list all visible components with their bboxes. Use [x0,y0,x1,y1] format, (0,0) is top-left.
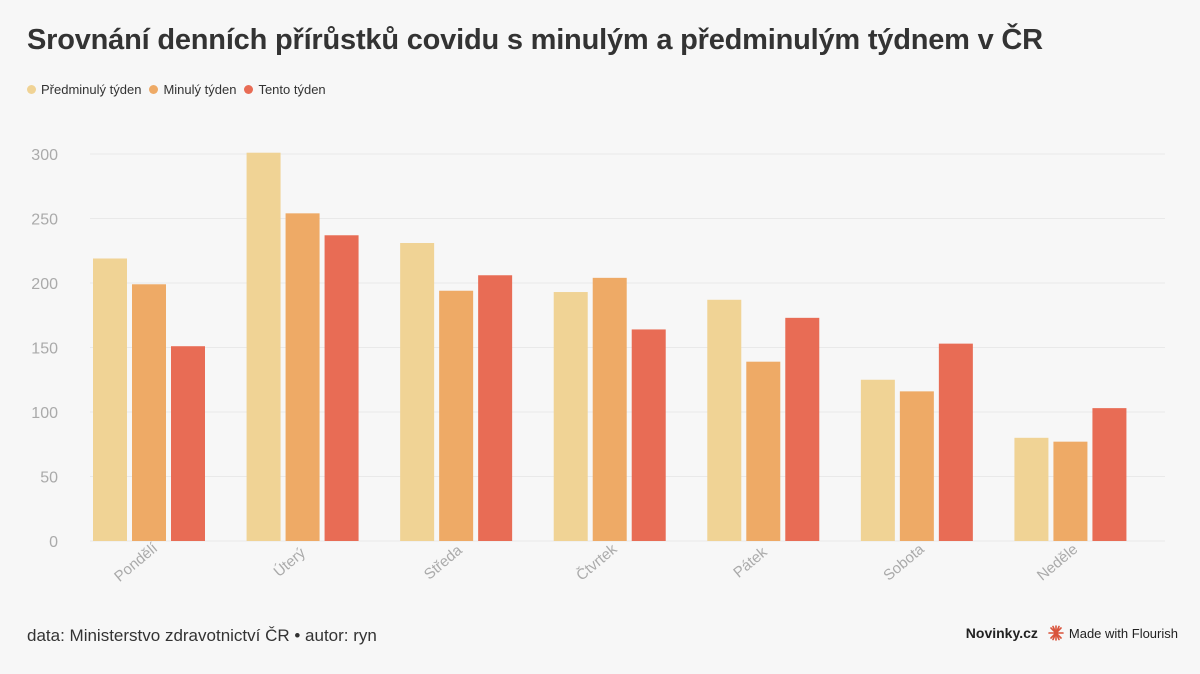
y-tick-label: 50 [40,470,58,487]
bar-Úterý-series-1[interactable] [285,213,320,541]
y-tick-label: 0 [49,534,58,551]
bar-Čtvrtek-series-2[interactable] [631,329,666,541]
bar-Úterý-series-0[interactable] [246,152,281,541]
x-tick-label: Pondělí [111,539,162,585]
footer-branding: Novinky.cz Made with Flourish [966,625,1178,641]
bar-Pátek-series-0[interactable] [707,299,742,541]
bar-Neděle-series-0[interactable] [1014,437,1049,541]
x-tick-label: Středa [421,541,466,583]
bar-Čtvrtek-series-0[interactable] [553,292,588,541]
bar-Pondělí-series-1[interactable] [132,284,166,541]
bar-Neděle-series-1[interactable] [1053,441,1088,541]
legend-swatch-series-0 [27,85,36,94]
bar-Pátek-series-2[interactable] [785,317,820,541]
bar-Čtvrtek-series-1[interactable] [592,277,627,541]
y-tick-label: 200 [31,276,58,293]
y-tick-label: 300 [31,147,58,164]
bar-Úterý-series-2[interactable] [324,235,359,541]
x-tick-label: Sobota [880,540,928,584]
bar-Středa-series-0[interactable] [400,243,435,541]
bar-Pátek-series-1[interactable] [746,361,781,541]
x-tick-label: Úterý [270,544,309,580]
made-with-flourish-link[interactable]: Made with Flourish [1068,625,1178,641]
bar-Středa-series-1[interactable] [439,290,474,541]
chart-title: Srovnání denních přírůstků covidu s minu… [27,24,1043,56]
source-note: data: Ministerstvo zdravotnictví ČR • au… [27,626,377,645]
bar-Pondělí-series-0[interactable] [93,258,127,541]
brand-logo[interactable]: Novinky.cz [965,625,1038,641]
legend-label-series-0: Předminulý týden [41,82,142,97]
bar-Pondělí-series-2[interactable] [171,346,205,541]
y-tick-label: 250 [31,212,58,229]
flourish-icon [1048,625,1064,641]
legend-swatch-series-1 [149,85,159,94]
legend-swatch-series-2 [244,85,254,94]
bar-Sobota-series-1[interactable] [899,391,934,541]
legend-item-series-2[interactable]: Tento týden [244,82,326,97]
legend-item-series-0[interactable]: Předminulý týden [27,82,141,97]
x-tick-label: Neděle [1034,541,1081,585]
x-tick-label: Pátek [730,543,771,581]
legend-item-series-1[interactable]: Minulý týden [149,82,236,97]
bar-Neděle-series-2[interactable] [1092,408,1127,541]
y-tick-label: 150 [31,341,58,358]
legend-label-series-1: Minulý týden [163,82,237,97]
y-tick-label: 100 [31,405,58,422]
bar-Středa-series-2[interactable] [478,275,513,541]
bar-Sobota-series-0[interactable] [860,379,895,541]
x-tick-label: Čtvrtek [573,540,621,584]
bar-Sobota-series-2[interactable] [938,343,973,541]
legend: Předminulý týden Minulý týden Tento týde… [27,82,334,97]
legend-label-series-2: Tento týden [258,82,326,97]
